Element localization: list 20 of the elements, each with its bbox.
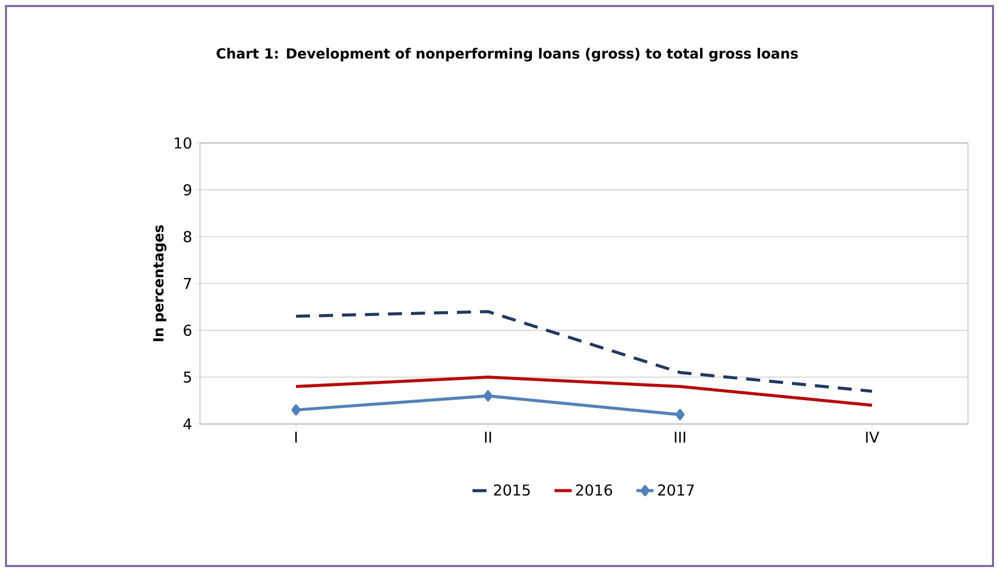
y-tick-label: 5 [184, 372, 191, 383]
x-tick-label: III [674, 432, 686, 443]
point [292, 404, 301, 416]
legend-label: 2015 [494, 484, 530, 496]
point [676, 409, 685, 420]
point [484, 390, 493, 402]
x-tick-label: I [295, 432, 297, 443]
y-tick-label: 9 [184, 184, 192, 196]
y-axis-title: In percentages [153, 225, 166, 342]
y-tick-label: 7 [184, 278, 191, 289]
y-tick-label: 10 [174, 137, 192, 149]
x-tick-label: IV [866, 432, 880, 443]
legend-label: 2016 [576, 484, 612, 496]
x-tick-label: II [485, 432, 491, 443]
y-tick-label: 4 [183, 418, 192, 430]
chart-title: Chart 1: Development of nonperforming loans (gross) to total gross loans [216, 48, 798, 62]
legend-label: 2017 [658, 484, 694, 496]
y-tick-label: 8 [184, 231, 192, 242]
line-series [294, 310, 874, 393]
y-tick-label: 6 [184, 324, 192, 336]
